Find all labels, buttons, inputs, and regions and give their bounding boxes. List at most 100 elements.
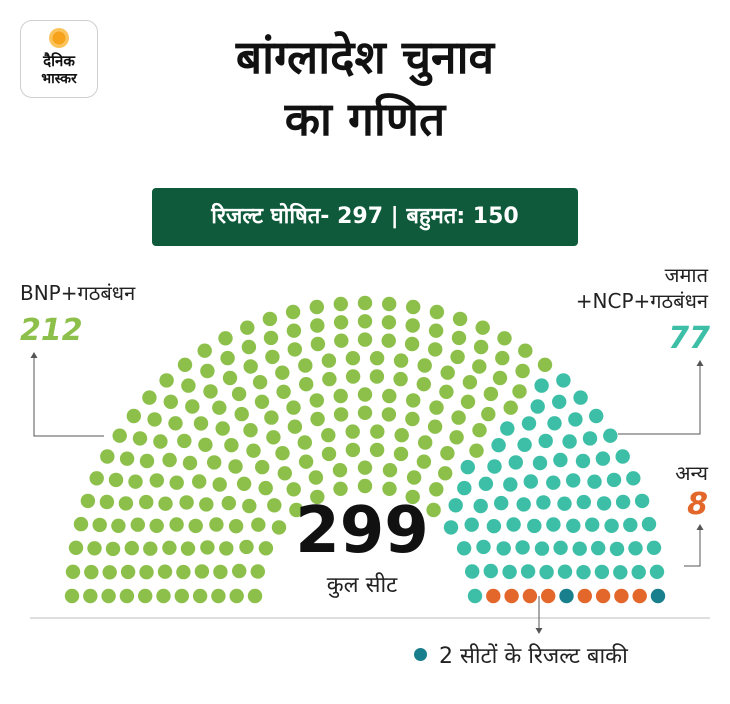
seat-jamaat — [487, 459, 502, 474]
seat-jamaat — [603, 428, 618, 443]
seat-jamaat — [557, 564, 573, 579]
seat-jamaat — [609, 541, 625, 557]
seat-bnp — [357, 478, 373, 494]
seat-bnp — [177, 357, 193, 372]
seat-bnp — [179, 495, 194, 510]
seat-jamaat — [591, 540, 606, 556]
seat-others — [632, 588, 647, 604]
seat-bnp — [382, 481, 397, 496]
seat-bnp — [298, 358, 313, 373]
seat-bnp — [321, 428, 336, 443]
seat-bnp — [264, 410, 279, 425]
seat-bnp — [247, 588, 263, 604]
seat-bnp — [334, 333, 349, 348]
seat-bnp — [286, 323, 302, 338]
seat-bnp — [73, 516, 89, 532]
seat-jamaat — [530, 399, 545, 414]
result-banner: रिजल्ट घोषित- 297 | बहुमत: 150 — [152, 188, 578, 246]
seat-bnp — [417, 358, 432, 373]
seat-jamaat — [582, 431, 598, 446]
seat-bnp — [406, 393, 421, 408]
seat-bnp — [143, 541, 158, 556]
seat-bnp — [139, 453, 155, 469]
seat-bnp — [108, 472, 124, 488]
seat-bnp — [404, 336, 420, 352]
seat-bnp — [139, 565, 154, 580]
seat-bnp — [139, 494, 154, 510]
seat-bnp — [428, 323, 444, 338]
total-seats-value: 299 — [295, 494, 429, 568]
seat-bnp — [126, 408, 141, 424]
seat-bnp — [212, 400, 227, 415]
seat-bnp — [369, 351, 385, 366]
seat-jamaat — [623, 517, 638, 533]
seat-jamaat — [646, 540, 662, 555]
seat-bnp — [429, 304, 445, 320]
seat-bnp — [440, 365, 455, 380]
pending-note: 2 सीटों के रिजल्ट बाकी — [414, 643, 628, 671]
seat-bnp — [158, 496, 173, 511]
seat-bnp — [333, 315, 349, 330]
seat-bnp — [220, 350, 235, 366]
page-title: बांग्लादेश चुनाव का गणित — [120, 26, 610, 150]
seat-bnp — [149, 518, 164, 533]
seat-bnp — [277, 466, 292, 481]
seat-jamaat — [575, 453, 591, 469]
seat-jamaat — [534, 378, 549, 393]
seat-bnp — [222, 370, 238, 386]
seat-bnp — [481, 406, 496, 422]
seat-bnp — [287, 419, 303, 434]
seat-pending — [650, 588, 666, 604]
seat-bnp — [111, 518, 126, 533]
seat-bnp — [240, 320, 255, 335]
seat-jamaat — [572, 541, 587, 556]
seat-bnp — [265, 349, 280, 365]
seat-bnp — [321, 446, 337, 462]
seat-bnp — [382, 296, 397, 312]
seat-bnp — [83, 588, 98, 604]
seat-bnp — [276, 384, 291, 399]
seat-others — [504, 588, 519, 604]
seat-bnp — [381, 315, 397, 330]
seat-bnp — [275, 446, 290, 461]
seat-jamaat — [626, 471, 641, 486]
seat-bnp — [515, 363, 530, 379]
seat-bnp — [492, 370, 508, 386]
seat-bnp — [168, 416, 183, 431]
seat-bnp — [308, 470, 324, 485]
seat-bnp — [100, 449, 115, 464]
seat-bnp — [518, 343, 533, 358]
seat-bnp — [105, 541, 121, 557]
seat-jamaat — [527, 518, 542, 534]
legend-label-others: अन्य — [675, 461, 708, 485]
seat-jamaat — [562, 434, 577, 449]
logo-line-1: दैनिक — [43, 52, 75, 70]
seat-bnp — [450, 349, 465, 365]
seat-pending — [559, 588, 574, 604]
seat-bnp — [440, 446, 455, 461]
seat-bnp — [309, 299, 324, 315]
seat-bnp — [297, 435, 312, 450]
seat-bnp — [255, 459, 270, 475]
seat-jamaat — [538, 433, 553, 449]
seat-jamaat — [604, 518, 619, 533]
seat-jamaat — [460, 459, 475, 475]
seat-jamaat — [502, 564, 517, 580]
seat-bnp — [112, 428, 127, 443]
logo-line-2: भास्कर — [41, 71, 77, 87]
seat-bnp — [310, 336, 326, 352]
seat-bnp — [156, 588, 171, 604]
seat-bnp — [87, 541, 102, 556]
seat-bnp — [357, 387, 373, 402]
seat-bnp — [333, 481, 348, 496]
seat-bnp — [267, 498, 282, 513]
seat-bnp — [162, 452, 177, 468]
arrow-up-icon — [696, 524, 704, 530]
seat-jamaat — [552, 394, 567, 409]
seat-jamaat — [465, 564, 480, 579]
seat-jamaat — [587, 474, 602, 489]
seat-jamaat — [606, 472, 622, 488]
seat-bnp — [211, 588, 226, 604]
seat-bnp — [89, 471, 104, 486]
